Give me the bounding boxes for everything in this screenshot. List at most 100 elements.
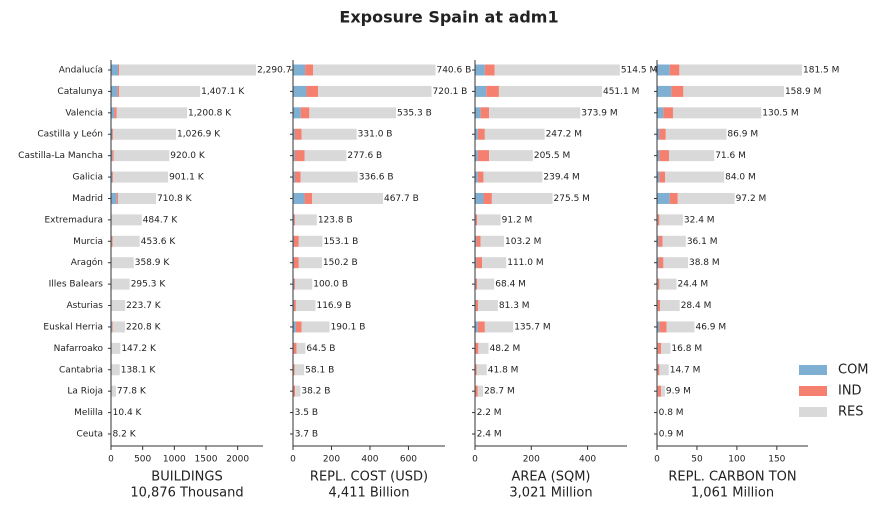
x-tick-label: 400 xyxy=(361,455,378,465)
value-label: 190.1 B xyxy=(331,322,366,332)
bar-segment xyxy=(111,364,120,376)
category-label: Valencia xyxy=(65,108,103,118)
bar-segment xyxy=(296,342,306,354)
bar-segment xyxy=(113,128,177,140)
category-label: Castilla y León xyxy=(37,129,103,140)
bar-segment xyxy=(294,150,305,162)
x-tick-label: 0 xyxy=(472,455,478,465)
value-label: 38.2 B xyxy=(301,387,330,397)
bar-segment xyxy=(489,150,533,162)
x-tick-label: 2000 xyxy=(226,455,249,465)
bar-segment xyxy=(113,171,169,183)
legend-swatch xyxy=(799,365,827,375)
bar-segment xyxy=(657,85,672,97)
bar-segment xyxy=(477,171,484,183)
bar-segment xyxy=(293,171,295,183)
bar-segment xyxy=(477,128,485,140)
bar-segment xyxy=(475,214,478,226)
bar-segment xyxy=(671,85,684,97)
bar-segment xyxy=(657,342,661,354)
bar-segment xyxy=(475,257,477,269)
value-label: 336.6 B xyxy=(359,173,394,183)
bar-segment xyxy=(659,128,666,140)
value-label: 0.9 M xyxy=(659,430,684,440)
bar-segment xyxy=(117,85,120,97)
x-tick-label: 0 xyxy=(108,455,114,465)
bar-segment xyxy=(498,85,602,97)
bar-segment xyxy=(664,171,725,183)
bar-segment xyxy=(294,171,301,183)
value-label: 720.1 B xyxy=(433,87,468,97)
panel-title: REPL. COST (USD) xyxy=(310,470,428,485)
bar-segment xyxy=(111,171,113,183)
value-label: 2.4 M xyxy=(477,430,502,440)
value-label: 153.1 B xyxy=(323,237,358,247)
x-tick-label: 200 xyxy=(323,455,340,465)
value-label: 373.9 M xyxy=(581,108,617,118)
bar-segment xyxy=(295,385,301,397)
bar-segment xyxy=(475,150,478,162)
bar-segment xyxy=(475,300,479,312)
bar-segment xyxy=(112,150,114,162)
value-label: 181.5 M xyxy=(803,66,839,76)
value-label: 247.2 M xyxy=(546,130,582,140)
x-tick-label: 500 xyxy=(134,455,151,465)
value-label: 3.5 B xyxy=(295,408,318,418)
bar-segment xyxy=(304,192,313,204)
value-label: 205.5 M xyxy=(534,151,570,161)
value-label: 484.7 K xyxy=(143,215,179,225)
bar-segment xyxy=(117,192,157,204)
value-label: 77.8 K xyxy=(117,387,147,397)
bar-segment xyxy=(111,192,117,204)
bar-segment xyxy=(480,235,505,247)
value-label: 277.6 B xyxy=(347,151,382,161)
bar-segment xyxy=(111,385,116,397)
bar-segment xyxy=(304,150,347,162)
bar-segment xyxy=(669,192,678,204)
value-label: 36.1 M xyxy=(687,237,718,247)
bar-segment xyxy=(668,150,715,162)
bar-segment xyxy=(477,150,490,162)
category-label: Catalunya xyxy=(57,87,103,97)
value-label: 467.7 B xyxy=(384,194,419,204)
bar-segment xyxy=(300,171,358,183)
value-label: 68.4 M xyxy=(495,280,526,290)
bar-segment xyxy=(483,171,543,183)
bar-segment xyxy=(475,107,481,119)
bar-segment xyxy=(478,342,489,354)
bar-segment xyxy=(482,257,507,269)
bar-segment xyxy=(491,192,553,204)
bar-segment xyxy=(663,257,688,269)
bar-segment xyxy=(669,64,680,76)
value-label: 158.9 M xyxy=(785,87,821,97)
panel-subtitle: 1,061 Million xyxy=(691,486,774,501)
category-label: Galicia xyxy=(73,173,103,183)
panel-title: BUILDINGS xyxy=(151,470,222,485)
bar-segment xyxy=(657,257,659,269)
category-label: Murcia xyxy=(73,237,103,247)
value-label: 331.0 B xyxy=(358,130,393,140)
x-tick-label: 150 xyxy=(768,455,785,465)
bar-segment xyxy=(657,364,660,376)
bar-segment xyxy=(475,171,478,183)
bar-segment xyxy=(112,171,114,183)
bar-segment xyxy=(293,64,306,76)
value-label: 1,407.1 K xyxy=(201,87,245,97)
bar-segment xyxy=(298,257,322,269)
bar-segment xyxy=(476,257,483,269)
bar-segment xyxy=(293,150,295,162)
value-label: 138.1 K xyxy=(121,365,157,375)
bar-segment xyxy=(293,300,296,312)
bar-segment xyxy=(477,214,501,226)
category-label: Ceuta xyxy=(76,430,103,440)
value-label: 48.2 M xyxy=(490,344,521,354)
x-tick-label: 600 xyxy=(400,455,417,465)
bar-segment xyxy=(293,214,295,226)
panel-subtitle: 4,411 Billion xyxy=(329,486,410,501)
panel-subtitle: 3,021 Million xyxy=(509,486,592,501)
bar-segment xyxy=(657,300,661,312)
value-label: 130.5 M xyxy=(762,108,798,118)
bar-segment xyxy=(475,321,478,333)
bar-segment xyxy=(293,192,305,204)
value-label: 38.8 M xyxy=(689,258,720,268)
